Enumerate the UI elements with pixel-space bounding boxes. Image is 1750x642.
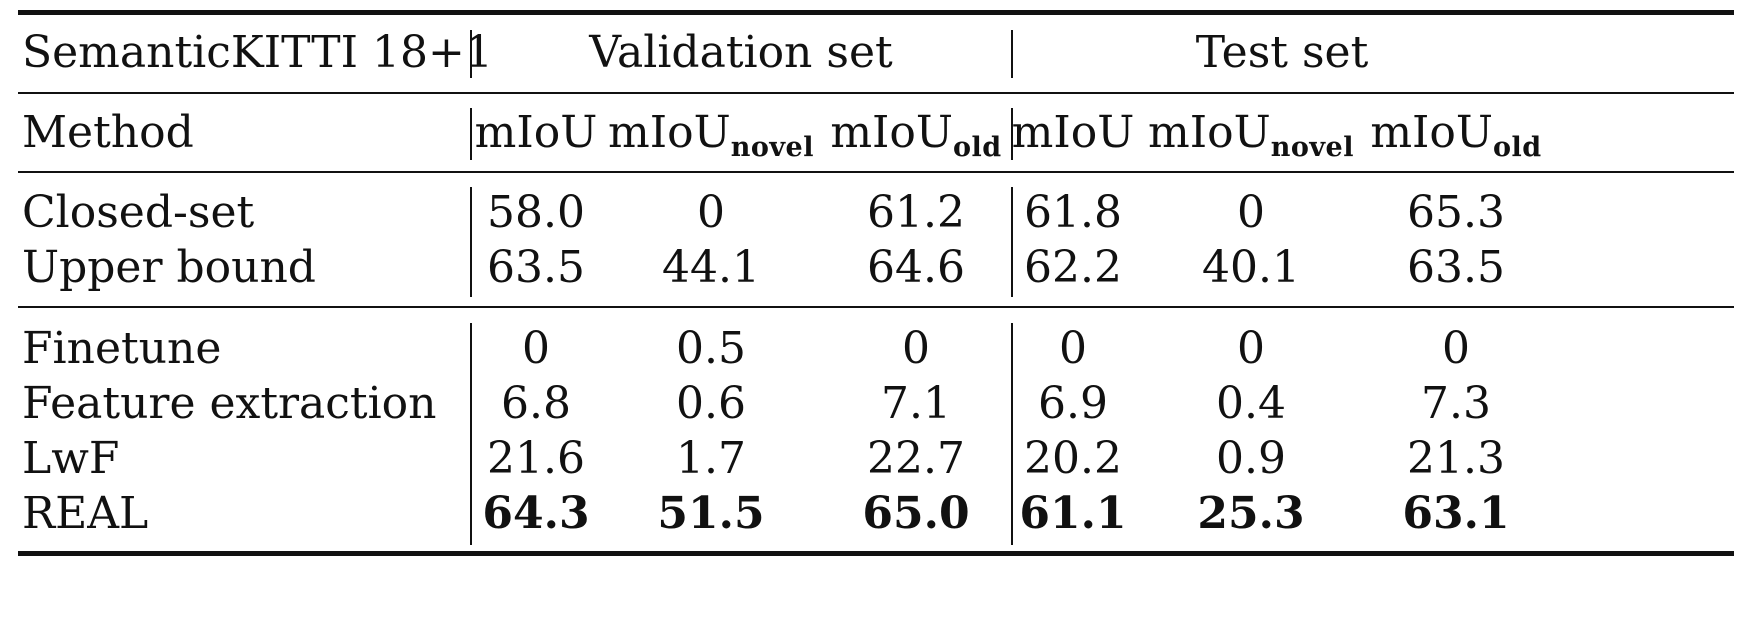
vline-sub-1 — [470, 108, 472, 160]
cell-test-miou-old: 63.5 — [1407, 242, 1505, 293]
cell-val-miou: 64.3 — [482, 488, 590, 539]
cell-test-miou-old: 7.3 — [1421, 378, 1491, 429]
cell-val-miou: 6.8 — [501, 378, 571, 429]
row-method-label: LwF — [22, 433, 120, 484]
cell-test-miou: 20.2 — [1024, 433, 1122, 484]
metric-header-test-miou: mIoU — [1011, 107, 1135, 158]
vline-cmp-1 — [470, 323, 472, 545]
metric-header-test-miou-novel: mIoUnovel — [1148, 107, 1354, 164]
metric-header-val-miou-novel: mIoUnovel — [608, 107, 814, 164]
cell-val-miou: 0 — [522, 323, 550, 374]
cell-val-miou-old: 65.0 — [862, 488, 970, 539]
cell-test-miou-novel: 0 — [1237, 323, 1265, 374]
bottom-rule — [18, 551, 1734, 556]
row-method-label: Closed-set — [22, 187, 255, 238]
cell-val-miou-novel: 0.5 — [676, 323, 746, 374]
cell-val-miou-old: 0 — [902, 323, 930, 374]
cell-test-miou-old: 63.1 — [1402, 488, 1510, 539]
cell-val-miou: 63.5 — [487, 242, 585, 293]
vline-ref-1 — [470, 187, 472, 297]
cell-test-miou-novel: 25.3 — [1197, 488, 1305, 539]
top-rule — [18, 10, 1734, 15]
row-method-label: Upper bound — [22, 242, 316, 293]
cell-test-miou: 61.8 — [1024, 187, 1122, 238]
section-rule — [18, 306, 1734, 308]
metric-header-val-miou-old: mIoUold — [830, 107, 1002, 164]
subheader-rule — [18, 171, 1734, 173]
cell-val-miou: 58.0 — [487, 187, 585, 238]
vline-ref-2 — [1011, 187, 1013, 297]
vline-header-1 — [470, 30, 472, 78]
dataset-label: SemanticKITTI 18+1 — [22, 27, 493, 78]
row-method-label: REAL — [22, 488, 149, 539]
group-validation-set: Validation set — [589, 27, 893, 78]
cell-test-miou-old: 65.3 — [1407, 187, 1505, 238]
cell-val-miou-novel: 0 — [697, 187, 725, 238]
header-rule — [18, 92, 1734, 94]
cell-val-miou-novel: 1.7 — [676, 433, 746, 484]
cell-test-miou-novel: 0 — [1237, 187, 1265, 238]
vline-header-2 — [1011, 30, 1013, 78]
vline-sub-2 — [1011, 108, 1013, 160]
cell-test-miou-novel: 40.1 — [1202, 242, 1300, 293]
cell-val-miou-old: 22.7 — [867, 433, 965, 484]
cell-val-miou-novel: 44.1 — [662, 242, 760, 293]
row-method-label: Feature extraction — [22, 378, 437, 429]
cell-val-miou-old: 7.1 — [881, 378, 951, 429]
cell-val-miou-novel: 51.5 — [657, 488, 765, 539]
cell-val-miou: 21.6 — [487, 433, 585, 484]
row-method-label: Finetune — [22, 323, 222, 374]
cell-val-miou-old: 64.6 — [867, 242, 965, 293]
cell-test-miou: 6.9 — [1038, 378, 1108, 429]
cell-val-miou-novel: 0.6 — [676, 378, 746, 429]
cell-test-miou-novel: 0.4 — [1216, 378, 1286, 429]
cell-test-miou: 62.2 — [1024, 242, 1122, 293]
metric-header-val-miou: mIoU — [474, 107, 598, 158]
cell-test-miou-old: 0 — [1442, 323, 1470, 374]
cell-test-miou-novel: 0.9 — [1216, 433, 1286, 484]
vline-cmp-2 — [1011, 323, 1013, 545]
cell-test-miou: 61.1 — [1019, 488, 1127, 539]
cell-test-miou-old: 21.3 — [1407, 433, 1505, 484]
cell-test-miou: 0 — [1059, 323, 1087, 374]
method-header: Method — [22, 107, 194, 158]
metric-header-test-miou-old: mIoUold — [1370, 107, 1542, 164]
cell-val-miou-old: 61.2 — [867, 187, 965, 238]
group-test-set: Test set — [1195, 27, 1369, 78]
